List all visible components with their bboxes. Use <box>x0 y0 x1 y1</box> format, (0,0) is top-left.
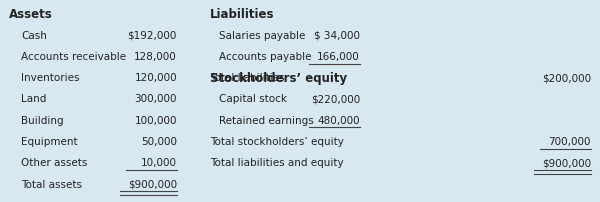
Text: Total liabilities: Total liabilities <box>210 73 284 83</box>
Text: Capital stock: Capital stock <box>219 94 287 104</box>
Text: Retained earnings: Retained earnings <box>219 115 314 125</box>
Text: Equipment: Equipment <box>21 136 77 146</box>
Text: 10,000: 10,000 <box>141 158 177 168</box>
Text: Building: Building <box>21 115 64 125</box>
Text: Accounts payable: Accounts payable <box>219 52 311 62</box>
Text: 50,000: 50,000 <box>141 136 177 146</box>
Text: 120,000: 120,000 <box>134 73 177 83</box>
Text: Liabilities: Liabilities <box>210 8 275 21</box>
Text: Inventories: Inventories <box>21 73 79 83</box>
Text: Total assets: Total assets <box>21 179 82 189</box>
Text: $900,000: $900,000 <box>542 158 591 168</box>
Text: 100,000: 100,000 <box>134 115 177 125</box>
Text: $220,000: $220,000 <box>311 94 360 104</box>
Text: 480,000: 480,000 <box>317 115 360 125</box>
Text: Total stockholders’ equity: Total stockholders’ equity <box>210 136 344 146</box>
Text: Assets: Assets <box>9 8 53 21</box>
Text: Land: Land <box>21 94 46 104</box>
Text: $200,000: $200,000 <box>542 73 591 83</box>
Text: Total liabilities and equity: Total liabilities and equity <box>210 158 344 168</box>
Text: $ 34,000: $ 34,000 <box>314 30 360 40</box>
Text: Accounts receivable: Accounts receivable <box>21 52 126 62</box>
Text: Salaries payable: Salaries payable <box>219 30 305 40</box>
Text: 166,000: 166,000 <box>317 52 360 62</box>
Text: 128,000: 128,000 <box>134 52 177 62</box>
Text: 700,000: 700,000 <box>548 136 591 146</box>
Text: $900,000: $900,000 <box>128 179 177 189</box>
Text: Cash: Cash <box>21 30 47 40</box>
Text: 300,000: 300,000 <box>134 94 177 104</box>
Text: Stockholders’ equity: Stockholders’ equity <box>210 71 347 84</box>
Text: Other assets: Other assets <box>21 158 88 168</box>
Text: $192,000: $192,000 <box>128 30 177 40</box>
